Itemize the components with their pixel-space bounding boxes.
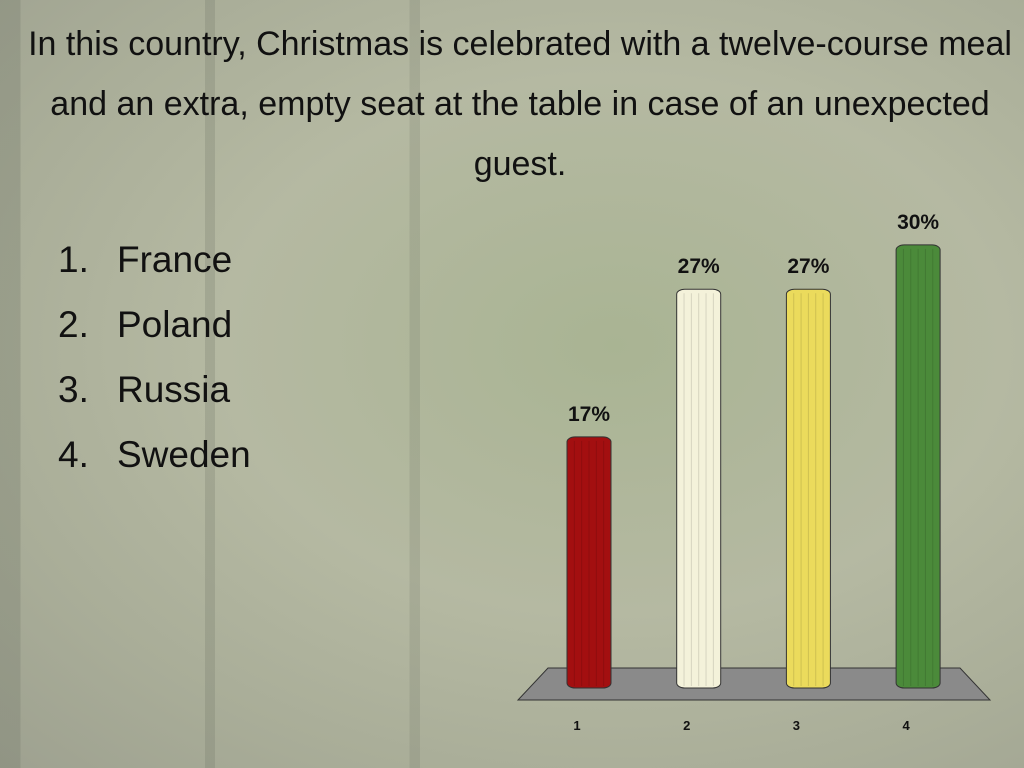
option-list: 1. France 2. Poland 3. Russia 4. Sweden <box>58 230 251 490</box>
option-number: 2. <box>58 304 89 345</box>
x-tick-label: 3 <box>793 718 800 733</box>
option: 2. Poland <box>58 295 251 360</box>
bar <box>895 244 941 689</box>
x-tick-label: 4 <box>902 718 910 733</box>
bar <box>566 436 612 689</box>
bar <box>785 288 831 689</box>
data-label: 30% <box>897 211 939 234</box>
slide-title: In this country, Christmas is celebrated… <box>28 25 1012 183</box>
option-text: France <box>117 239 233 280</box>
option: 3. Russia <box>58 360 251 425</box>
option-number: 4. <box>58 434 89 475</box>
option: 4. Sweden <box>58 425 251 490</box>
data-label: 27% <box>678 255 720 278</box>
x-tick-label: 1 <box>573 718 580 733</box>
option-text: Russia <box>117 369 231 410</box>
data-label: 27% <box>787 255 829 278</box>
bar <box>676 288 722 689</box>
x-tick-label: 2 <box>683 718 690 733</box>
option-number: 1. <box>58 239 89 280</box>
data-label: 17% <box>568 403 610 426</box>
option-number: 3. <box>58 369 89 410</box>
option-text: Sweden <box>117 434 251 475</box>
option-text: Poland <box>117 304 233 345</box>
option: 1. France <box>58 230 251 295</box>
